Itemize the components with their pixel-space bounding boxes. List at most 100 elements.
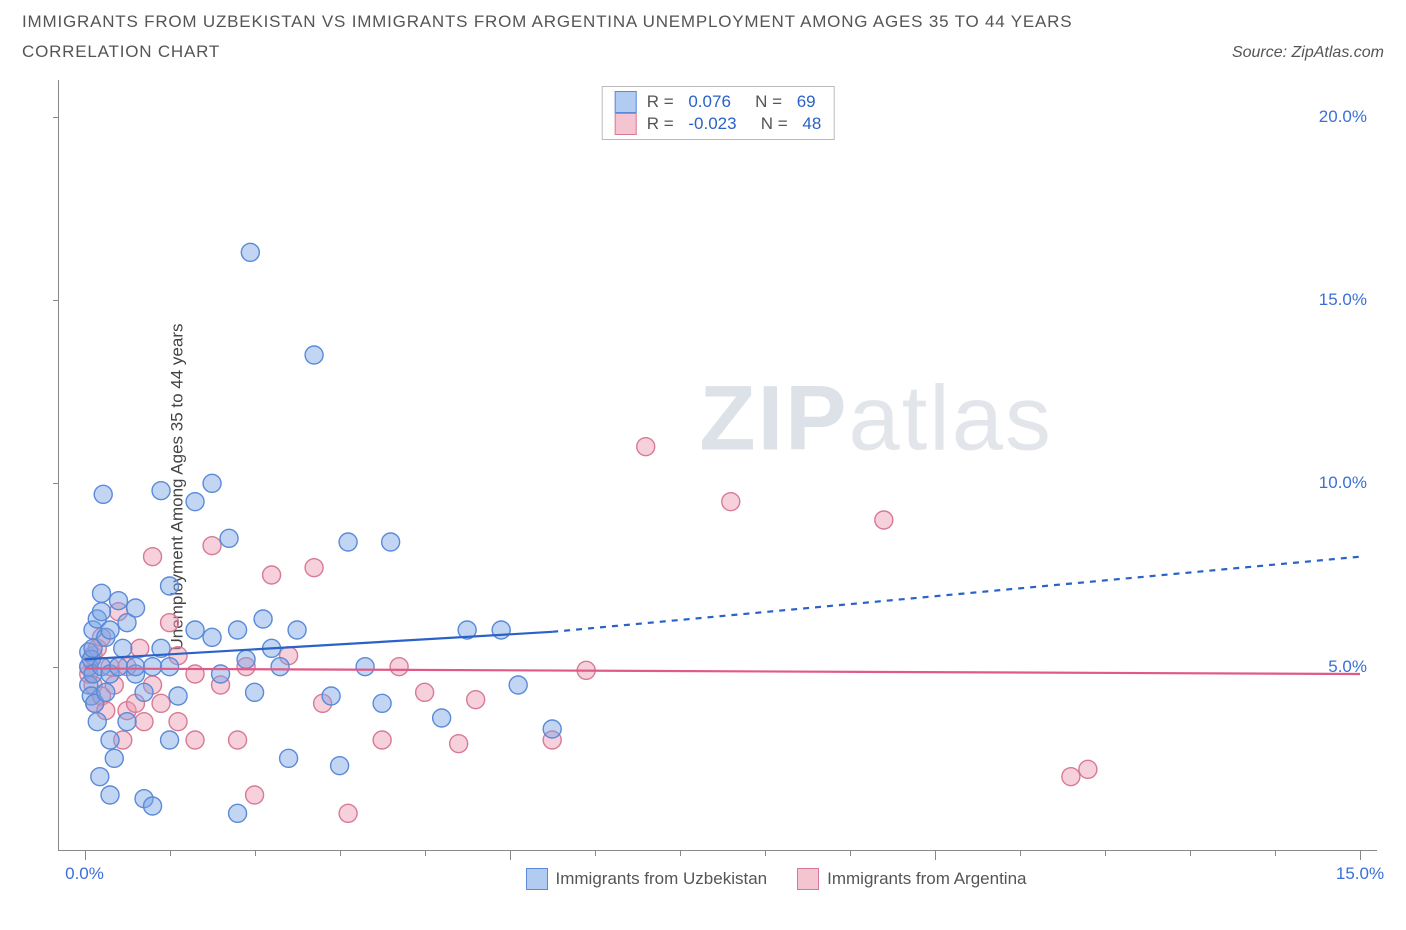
scatter-point-blue xyxy=(254,610,272,628)
scatter-point-blue xyxy=(241,243,259,261)
scatter-point-blue xyxy=(331,757,349,775)
scatter-svg xyxy=(59,80,1377,850)
scatter-point-blue xyxy=(246,683,264,701)
x-minor-tick-mark xyxy=(1190,850,1191,856)
legend-item-pink: Immigrants from Argentina xyxy=(797,868,1026,890)
scatter-point-pink xyxy=(1079,760,1097,778)
scatter-point-blue xyxy=(543,720,561,738)
y-tick-label: 10.0% xyxy=(1319,473,1367,493)
scatter-point-blue xyxy=(91,768,109,786)
swatch-pink-icon xyxy=(797,868,819,890)
x-tick-mark xyxy=(510,850,511,860)
scatter-point-blue xyxy=(169,687,187,705)
y-tick-mark xyxy=(53,483,59,484)
scatter-point-pink xyxy=(373,731,391,749)
chart-subtitle: CORRELATION CHART xyxy=(22,42,220,62)
scatter-point-blue xyxy=(433,709,451,727)
scatter-point-blue xyxy=(118,713,136,731)
y-tick-mark xyxy=(53,667,59,668)
scatter-point-blue xyxy=(127,658,145,676)
legend-label-blue: Immigrants from Uzbekistan xyxy=(556,869,768,889)
x-tick-mark xyxy=(935,850,936,860)
scatter-point-blue xyxy=(105,749,123,767)
legend-label-pink: Immigrants from Argentina xyxy=(827,869,1026,889)
x-tick-mark xyxy=(1360,850,1361,860)
chart-area: Unemployment Among Ages 35 to 44 years Z… xyxy=(0,62,1406,912)
scatter-point-blue xyxy=(94,485,112,503)
plot-region: ZIPatlas R = 0.076 N = 69 R = -0.023 N =… xyxy=(58,80,1377,851)
scatter-point-pink xyxy=(203,537,221,555)
scatter-point-pink xyxy=(416,683,434,701)
x-minor-tick-mark xyxy=(595,850,596,856)
y-tick-label: 5.0% xyxy=(1328,657,1367,677)
legend-item-blue: Immigrants from Uzbekistan xyxy=(526,868,768,890)
scatter-point-pink xyxy=(135,713,153,731)
scatter-point-blue xyxy=(229,804,247,822)
scatter-point-blue xyxy=(152,482,170,500)
x-minor-tick-mark xyxy=(340,850,341,856)
scatter-point-blue xyxy=(356,658,374,676)
x-minor-tick-mark xyxy=(1105,850,1106,856)
scatter-point-pink xyxy=(339,804,357,822)
x-tick-label: 0.0% xyxy=(65,864,104,884)
scatter-point-blue xyxy=(114,639,132,657)
scatter-point-blue xyxy=(203,474,221,492)
x-minor-tick-mark xyxy=(765,850,766,856)
scatter-point-blue xyxy=(97,683,115,701)
scatter-point-blue xyxy=(127,599,145,617)
scatter-point-blue xyxy=(509,676,527,694)
scatter-point-blue xyxy=(101,731,119,749)
scatter-point-blue xyxy=(229,621,247,639)
scatter-point-pink xyxy=(144,548,162,566)
x-minor-tick-mark xyxy=(1275,850,1276,856)
scatter-point-blue xyxy=(288,621,306,639)
scatter-point-blue xyxy=(101,621,119,639)
scatter-point-blue xyxy=(237,650,255,668)
scatter-point-pink xyxy=(186,731,204,749)
scatter-point-blue xyxy=(203,628,221,646)
x-minor-tick-mark xyxy=(680,850,681,856)
scatter-point-blue xyxy=(144,658,162,676)
scatter-point-blue xyxy=(382,533,400,551)
bottom-legend: Immigrants from Uzbekistan Immigrants fr… xyxy=(117,868,1406,890)
scatter-point-pink xyxy=(875,511,893,529)
scatter-point-pink xyxy=(169,713,187,731)
source-name: ZipAtlas.com xyxy=(1292,44,1384,61)
source-prefix: Source: xyxy=(1232,44,1292,61)
scatter-point-pink xyxy=(229,731,247,749)
y-tick-label: 20.0% xyxy=(1319,107,1367,127)
x-minor-tick-mark xyxy=(1020,850,1021,856)
scatter-point-blue xyxy=(322,687,340,705)
scatter-point-blue xyxy=(212,665,230,683)
scatter-point-pink xyxy=(722,493,740,511)
scatter-point-blue xyxy=(161,731,179,749)
y-tick-mark xyxy=(53,300,59,301)
x-minor-tick-mark xyxy=(170,850,171,856)
x-minor-tick-mark xyxy=(850,850,851,856)
subtitle-row: CORRELATION CHART Source: ZipAtlas.com xyxy=(22,42,1384,62)
scatter-point-blue xyxy=(280,749,298,767)
scatter-point-blue xyxy=(373,694,391,712)
scatter-point-blue xyxy=(93,603,111,621)
scatter-point-blue xyxy=(186,493,204,511)
chart-title: IMMIGRANTS FROM UZBEKISTAN VS IMMIGRANTS… xyxy=(22,12,1384,32)
x-tick-label: 15.0% xyxy=(1336,864,1384,884)
scatter-point-blue xyxy=(305,346,323,364)
scatter-point-blue xyxy=(144,797,162,815)
x-tick-mark xyxy=(85,850,86,860)
scatter-point-pink xyxy=(186,665,204,683)
scatter-point-pink xyxy=(161,614,179,632)
scatter-point-pink xyxy=(152,694,170,712)
swatch-blue-icon xyxy=(526,868,548,890)
scatter-point-blue xyxy=(220,529,238,547)
scatter-point-blue xyxy=(161,658,179,676)
x-minor-tick-mark xyxy=(255,850,256,856)
x-minor-tick-mark xyxy=(425,850,426,856)
scatter-point-blue xyxy=(135,683,153,701)
scatter-point-pink xyxy=(390,658,408,676)
source-credit: Source: ZipAtlas.com xyxy=(1232,44,1384,62)
chart-header: IMMIGRANTS FROM UZBEKISTAN VS IMMIGRANTS… xyxy=(0,0,1406,62)
scatter-point-pink xyxy=(305,559,323,577)
y-tick-label: 15.0% xyxy=(1319,290,1367,310)
scatter-point-blue xyxy=(110,592,128,610)
